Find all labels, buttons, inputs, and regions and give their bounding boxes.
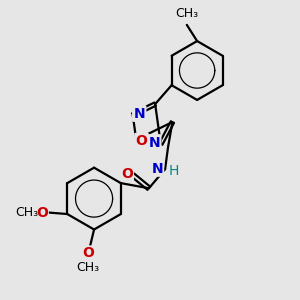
Text: N: N bbox=[134, 106, 145, 121]
Text: CH₃: CH₃ bbox=[76, 261, 100, 274]
Text: O: O bbox=[82, 246, 94, 260]
Text: H: H bbox=[168, 164, 178, 178]
Text: CH₃: CH₃ bbox=[15, 206, 38, 219]
Text: N: N bbox=[152, 162, 164, 176]
Text: O: O bbox=[36, 206, 48, 220]
Text: CH₃: CH₃ bbox=[175, 7, 198, 20]
Text: O: O bbox=[136, 134, 148, 148]
Text: N: N bbox=[148, 136, 160, 150]
Text: O: O bbox=[122, 167, 134, 181]
